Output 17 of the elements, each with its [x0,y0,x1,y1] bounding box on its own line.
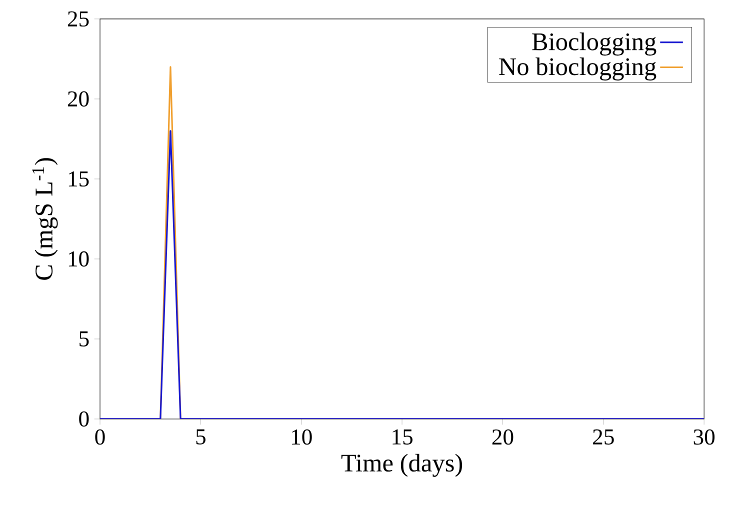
x-tick-label: 5 [196,429,206,444]
x-tick-label: 30 [694,429,715,445]
y-tick-label: 0 [79,411,89,427]
x-tick-label: 15 [392,429,412,445]
y-tick-label: 10 [68,251,89,267]
x-tick-label: 0 [95,429,105,445]
y-tick-label: 25 [68,11,89,27]
x-tick-label: 25 [593,429,614,445]
x-axis-title: Time (days) [341,454,462,477]
x-tick-label: 10 [292,429,312,445]
y-tick-label: 20 [68,91,89,107]
y-axis-title: C (mgS L$^{-1}$) [32,158,58,280]
y-tick-label: 15 [68,171,89,187]
x-tick-label: 20 [492,429,514,445]
y-tick-label: 5 [80,331,89,347]
legend-label: Bioclogging [532,32,656,56]
legend-label: No bioclogging [499,57,656,80]
